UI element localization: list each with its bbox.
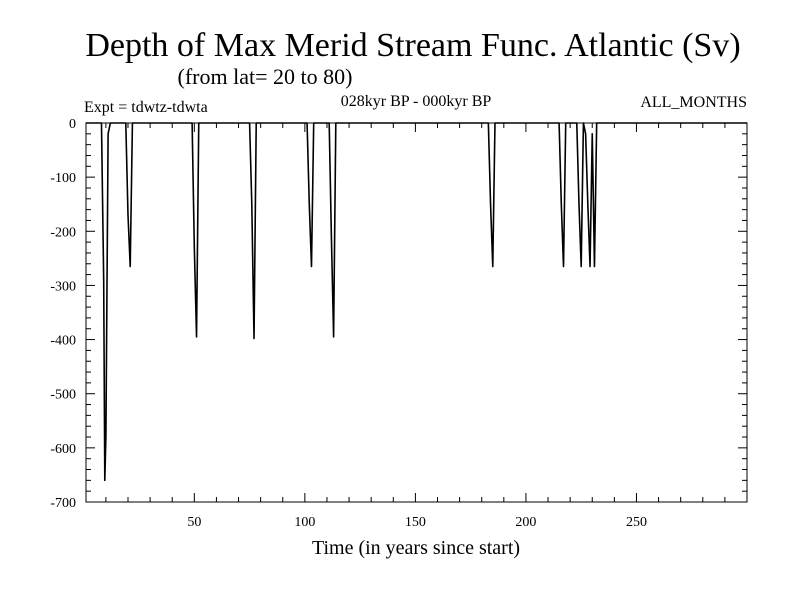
chart-subtitle: (from lat= 20 to 80) [178, 64, 353, 89]
y-tick-label: -200 [50, 225, 76, 240]
x-tick-label: 200 [515, 515, 536, 530]
y-tick-label: -300 [50, 279, 76, 294]
y-tick-label: -700 [50, 496, 76, 511]
x-tick-label: 100 [294, 515, 315, 530]
months-label: ALL_MONTHS [640, 94, 747, 111]
y-tick-label: -400 [50, 334, 76, 349]
y-tick-label: -500 [50, 388, 76, 403]
series-layer [86, 122, 747, 482]
x-tick-label: 250 [626, 515, 647, 530]
x-axis: 50 100 150 200 250 [105, 123, 726, 530]
x-tick-label: 50 [187, 515, 201, 530]
series-line [86, 122, 747, 482]
y-axis: 0 -100 -200 -300 -400 -500 -600 -700 [50, 117, 747, 511]
x-tick-label: 150 [405, 515, 426, 530]
y-tick-label: -100 [50, 171, 76, 186]
y-tick-label: 0 [69, 117, 76, 132]
chart-title: Depth of Max Merid Stream Func. Atlantic… [85, 27, 740, 64]
period-label: 028kyr BP - 000kyr BP [341, 93, 492, 110]
x-axis-label: Time (in years since start) [312, 537, 520, 559]
experiment-label: Expt = tdwtz-tdwta [84, 99, 208, 116]
plot-frame [85, 122, 748, 503]
y-tick-label: -600 [50, 442, 76, 457]
